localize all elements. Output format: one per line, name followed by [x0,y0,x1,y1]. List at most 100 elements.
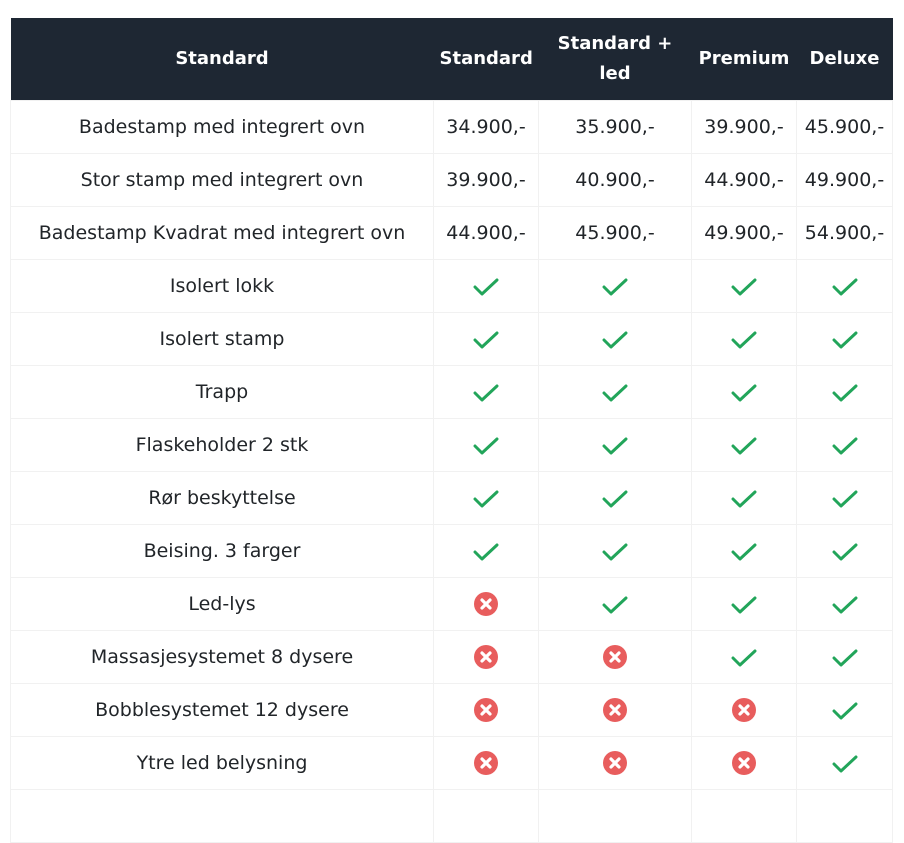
table-row: Ytre led belysning [10,736,893,790]
feature-label: Flaskeholder 2 stk [10,418,434,472]
included-cell [796,736,893,790]
price-cell: 39.900,- [691,100,797,154]
included-cell [433,312,539,366]
price-cell: 40.900,- [538,153,692,207]
price-cell: 39.900,- [433,153,539,207]
table-row: Led-lys [10,577,893,631]
check-icon [832,434,858,456]
table-row: Bobblesystemet 12 dysere [10,683,893,737]
feature-label: Isolert lokk [10,259,434,313]
included-cell [691,524,797,578]
included-cell [796,312,893,366]
cross-circle-icon [474,751,498,775]
check-icon [602,487,628,509]
check-icon [731,434,757,456]
included-cell [433,259,539,313]
header-row: Standard Standard Standard + led Premium… [10,18,893,101]
excluded-cell [691,736,797,790]
included-cell [796,524,893,578]
check-icon [832,699,858,721]
comparison-table: Standard Standard Standard + led Premium… [10,18,893,843]
included-cell [691,471,797,525]
included-cell [433,524,539,578]
check-icon [832,593,858,615]
check-icon [832,381,858,403]
check-icon [731,275,757,297]
check-icon [731,540,757,562]
header-deluxe: Deluxe [796,18,893,101]
excluded-cell [433,630,539,684]
included-cell [691,259,797,313]
empty-cell [433,789,539,843]
price-cell: 44.900,- [433,206,539,260]
feature-label: Rør beskyttelse [10,471,434,525]
empty-cell [538,789,692,843]
check-icon [731,487,757,509]
excluded-cell [433,683,539,737]
table-row: Massasjesystemet 8 dysere [10,630,893,684]
included-cell [796,577,893,631]
feature-label: Isolert stamp [10,312,434,366]
check-icon [473,487,499,509]
check-icon [602,328,628,350]
excluded-cell [433,736,539,790]
table-row: Badestamp med integrert ovn 34.900,- 35.90… [10,100,893,154]
empty-cell [10,789,434,843]
check-icon [832,328,858,350]
excluded-cell [538,736,692,790]
included-cell [691,365,797,419]
included-cell [796,630,893,684]
empty-cell [796,789,893,843]
price-cell: 49.900,- [691,206,797,260]
included-cell [691,577,797,631]
cross-circle-icon [474,645,498,669]
table-row: Beising. 3 farger [10,524,893,578]
included-cell [538,259,692,313]
cross-circle-icon [474,592,498,616]
feature-label: Beising. 3 farger [10,524,434,578]
included-cell [433,418,539,472]
check-icon [602,540,628,562]
table-row: Isolert lokk [10,259,893,313]
feature-label: Massasjesystemet 8 dysere [10,630,434,684]
cross-circle-icon [603,751,627,775]
included-cell [691,418,797,472]
excluded-cell [538,630,692,684]
included-cell [796,683,893,737]
check-icon [473,540,499,562]
check-icon [731,646,757,668]
empty-cell [691,789,797,843]
included-cell [538,312,692,366]
price-cell: 54.900,- [796,206,893,260]
check-icon [602,434,628,456]
price-cell: 34.900,- [433,100,539,154]
cross-circle-icon [603,645,627,669]
feature-label: Led-lys [10,577,434,631]
check-icon [473,381,499,403]
feature-label: Stor stamp med integrert ovn [10,153,434,207]
excluded-cell [433,577,539,631]
price-cell: 45.900,- [796,100,893,154]
included-cell [538,418,692,472]
check-icon [473,328,499,350]
header-standard-led: Standard + led [538,18,692,101]
feature-label: Trapp [10,365,434,419]
table-row: Isolert stamp [10,312,893,366]
included-cell [538,524,692,578]
price-cell: 44.900,- [691,153,797,207]
check-icon [731,381,757,403]
table-row: Badestamp Kvadrat med integrert ovn 44.90… [10,206,893,260]
check-icon [731,593,757,615]
feature-label: Bobblesystemet 12 dysere [10,683,434,737]
check-icon [832,540,858,562]
cross-circle-icon [732,751,756,775]
included-cell [796,418,893,472]
table-row: Stor stamp med integrert ovn 39.900,- 40.9… [10,153,893,207]
check-icon [473,275,499,297]
feature-label: Badestamp med integrert ovn [10,100,434,154]
table-row-partial [10,789,893,843]
price-cell: 35.900,- [538,100,692,154]
check-icon [602,381,628,403]
included-cell [691,312,797,366]
cross-circle-icon [474,698,498,722]
